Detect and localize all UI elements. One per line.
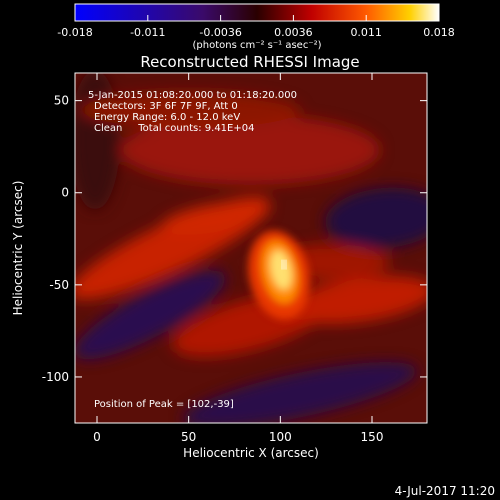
- x-tick-label: 150: [361, 430, 384, 444]
- footer-date: 4-Jul-2017 11:20: [395, 484, 495, 498]
- y-axis-label: Heliocentric Y (arcsec): [11, 181, 25, 316]
- plot-frame: [74, 72, 428, 424]
- colorbar-unit-label: (photons cm⁻² s⁻¹ asec⁻²): [192, 40, 321, 51]
- x-axis: 0 50 100 150: [93, 73, 383, 444]
- time-range-text: 5-Jan-2015 01:08:20.000 to 01:18:20.000: [88, 90, 297, 101]
- detectors-text: Detectors: 3F 6F 7F 9F, Att 0: [94, 101, 238, 112]
- x-tick-label: 100: [269, 430, 292, 444]
- colorbar-tick-label: -0.018: [57, 26, 92, 39]
- y-tick-label: -50: [49, 278, 69, 292]
- heatmap-image: [75, 73, 427, 423]
- colorbar-tick-label: 0.018: [423, 26, 455, 39]
- y-tick-label: 50: [54, 94, 69, 108]
- y-tick-label: 0: [61, 186, 69, 200]
- x-axis-label: Heliocentric X (arcsec): [183, 446, 319, 460]
- colorbar-tick-label: 0.0036: [274, 26, 313, 39]
- y-tick-label: -100: [42, 370, 69, 384]
- colorbar-gradient: [74, 3, 440, 22]
- y-axis: 50 0 -50 -100: [42, 94, 427, 384]
- colorbar-tick-label: -0.011: [130, 26, 165, 39]
- colorbar-tick-label: -0.0036: [199, 26, 241, 39]
- colorbar: -0.018 -0.011 -0.0036 0.0036 0.011 0.018 (pho…: [57, 3, 455, 51]
- chart-title: Reconstructed RHESSI Image: [140, 53, 359, 71]
- x-tick-label: 0: [93, 430, 101, 444]
- info-block: 5-Jan-2015 01:08:20.000 to 01:18:20.000 …: [88, 90, 297, 134]
- clean-counts-text: Clean Total counts: 9.41E+04: [94, 123, 254, 134]
- colorbar-tick-label: 0.011: [350, 26, 382, 39]
- x-tick-label: 50: [181, 430, 196, 444]
- peak-marker: [281, 259, 287, 270]
- energy-range-text: Energy Range: 6.0 - 12.0 keV: [94, 112, 240, 123]
- peak-position-text: Position of Peak = [102,-39]: [94, 399, 234, 410]
